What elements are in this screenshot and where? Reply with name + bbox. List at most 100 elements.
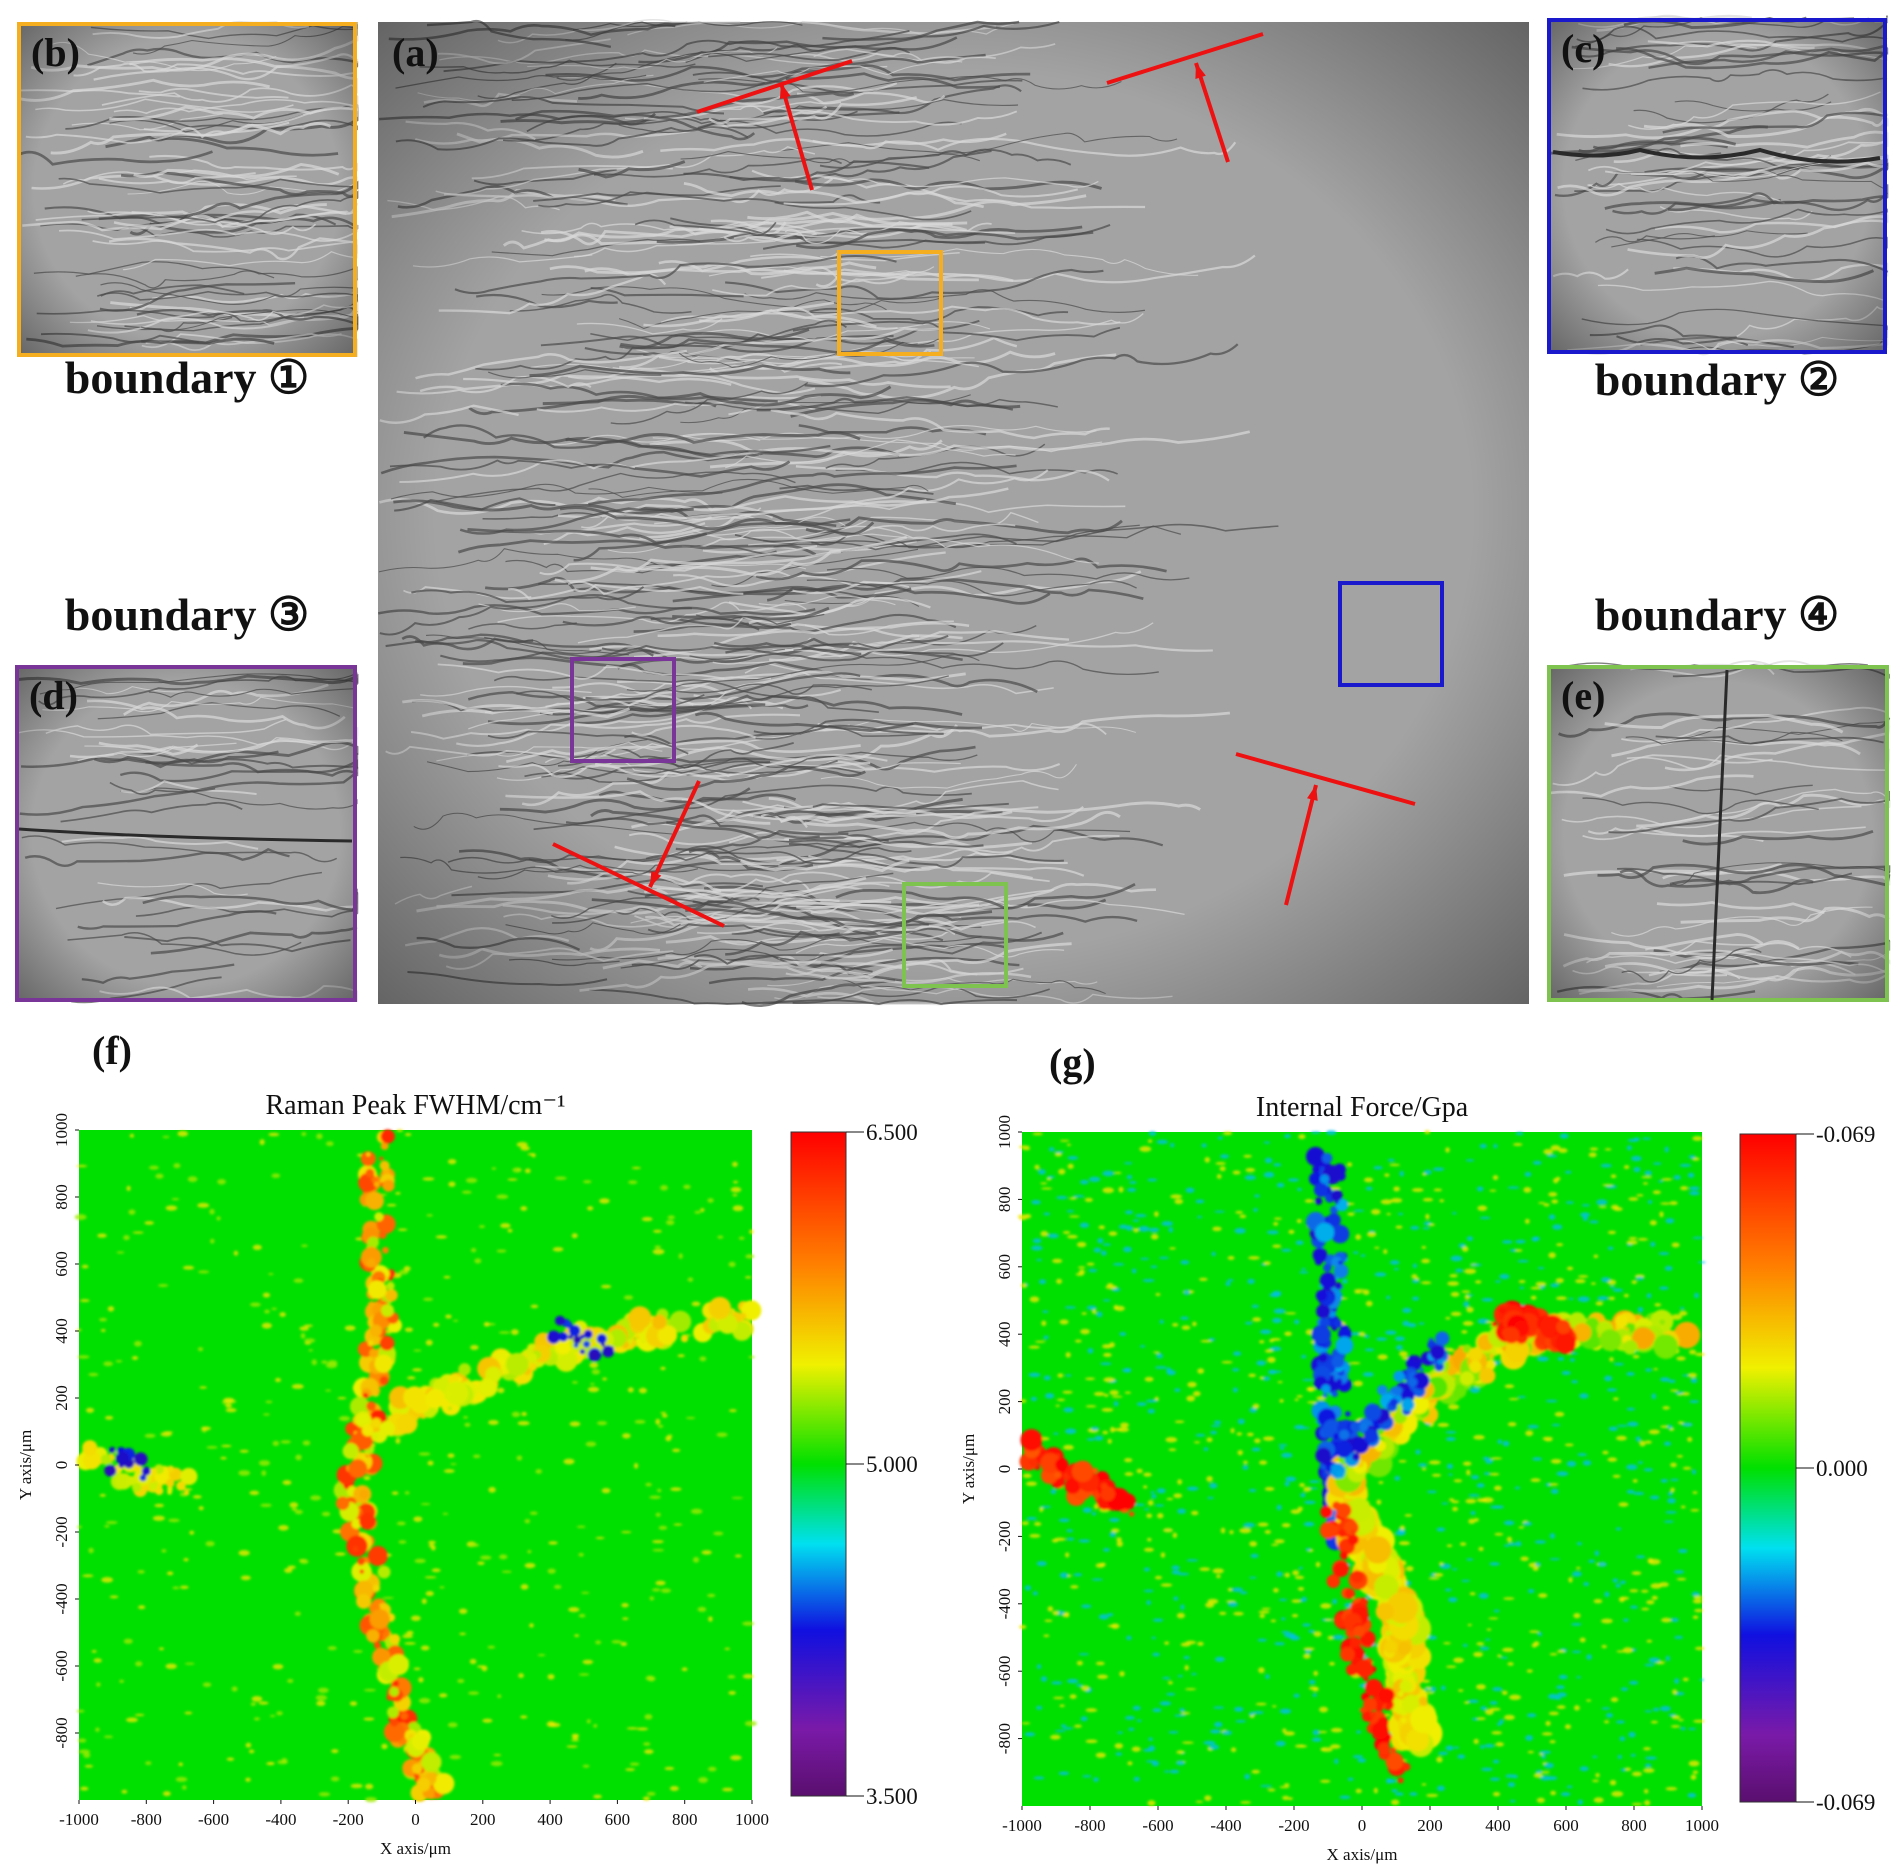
heatmap-cell bbox=[131, 1482, 142, 1493]
heatmap-cell bbox=[1314, 1197, 1323, 1205]
heatmap-cell bbox=[554, 1176, 567, 1180]
heatmap-cell bbox=[418, 1677, 424, 1683]
heatmap-cell bbox=[1169, 1769, 1180, 1774]
heatmap-cell bbox=[1503, 1520, 1515, 1526]
heatmap-cell bbox=[1073, 1573, 1083, 1577]
heatmap-cell bbox=[657, 1424, 664, 1428]
heatmap-cell bbox=[1462, 1643, 1468, 1647]
heatmap-cell bbox=[129, 1133, 135, 1138]
heatmap-cell bbox=[1101, 1250, 1107, 1256]
heatmap-cell bbox=[1095, 1563, 1105, 1568]
heatmap-cell bbox=[1524, 1171, 1532, 1177]
heatmap-cell bbox=[1427, 1490, 1437, 1494]
colorbar bbox=[790, 1131, 847, 1797]
heatmap-cell bbox=[738, 1236, 745, 1240]
heatmap-cell bbox=[1350, 1332, 1362, 1336]
colorbar-tick-label: 5.000 bbox=[866, 1452, 918, 1477]
x-tick-label: 800 bbox=[672, 1810, 698, 1829]
heatmap-cell bbox=[349, 1701, 358, 1706]
heatmap-cell bbox=[1087, 1347, 1094, 1354]
heatmap-cell bbox=[348, 1459, 368, 1479]
arrow-head bbox=[1307, 785, 1318, 801]
heatmap-cell bbox=[1220, 1154, 1229, 1159]
heatmap-cell bbox=[1448, 1404, 1460, 1410]
heatmap-cell bbox=[1360, 1630, 1376, 1647]
heatmap-cell bbox=[238, 1470, 251, 1476]
heatmap-cell bbox=[202, 1682, 212, 1688]
heatmap-cell bbox=[1303, 1653, 1311, 1659]
heatmap-cell bbox=[216, 1216, 221, 1221]
heatmap-cell bbox=[88, 1372, 99, 1377]
heatmap-cell bbox=[78, 1749, 91, 1754]
heatmap-cell bbox=[1489, 1325, 1494, 1328]
heatmap-cell bbox=[1688, 1760, 1700, 1767]
heatmap-cell bbox=[499, 1554, 508, 1560]
heatmap-cell bbox=[1607, 1230, 1616, 1235]
heatmap-cell bbox=[1377, 1354, 1388, 1360]
heatmap-cell bbox=[1148, 1227, 1160, 1233]
heatmap-cell bbox=[447, 1406, 453, 1411]
heatmap-cell bbox=[1053, 1696, 1065, 1700]
heatmap-cell bbox=[1214, 1210, 1226, 1213]
heatmap-cell bbox=[1333, 1263, 1349, 1279]
heatmap-cell bbox=[1067, 1678, 1079, 1684]
heatmap-cell bbox=[1690, 1377, 1698, 1384]
heatmap-cell bbox=[133, 1452, 148, 1466]
heatmap-cell bbox=[547, 1673, 555, 1680]
heatmap-cell bbox=[1608, 1296, 1615, 1301]
heatmap-cell bbox=[1601, 1707, 1611, 1710]
heatmap-cell bbox=[1449, 1274, 1458, 1278]
heatmap-cell bbox=[1156, 1139, 1169, 1145]
heatmap-cell bbox=[1024, 1585, 1032, 1591]
heatmap-cell bbox=[428, 1544, 434, 1548]
heatmap-cell bbox=[1644, 1170, 1652, 1176]
heatmap-cell bbox=[1065, 1374, 1072, 1377]
heatmap-cell bbox=[1107, 1438, 1112, 1444]
heatmap-cell bbox=[1108, 1231, 1118, 1236]
heatmap-cell bbox=[1232, 1368, 1240, 1372]
heatmap-cell bbox=[1385, 1636, 1391, 1642]
heatmap-cell bbox=[1156, 1488, 1166, 1494]
heatmap-cell bbox=[91, 1650, 97, 1653]
heatmap-cell bbox=[488, 1420, 499, 1425]
heatmap-cell bbox=[198, 1506, 204, 1511]
heatmap-cell bbox=[1064, 1478, 1081, 1494]
heatmap-cell bbox=[1620, 1687, 1629, 1692]
heatmap-cell bbox=[82, 1451, 101, 1470]
heatmap-cell bbox=[1558, 1148, 1568, 1154]
heatmap-cell bbox=[1447, 1281, 1460, 1286]
heatmap-cell bbox=[1398, 1460, 1407, 1463]
heatmap-cell bbox=[1281, 1523, 1291, 1528]
region-marker bbox=[837, 250, 943, 356]
x-tick-label: -200 bbox=[333, 1810, 364, 1829]
heatmap-cell bbox=[1627, 1138, 1638, 1143]
heatmap-cell bbox=[1605, 1713, 1613, 1718]
heatmap-cell bbox=[145, 1761, 152, 1766]
heatmap-cell bbox=[665, 1219, 675, 1226]
heatmap-cell bbox=[1315, 1289, 1328, 1302]
heatmap-cell bbox=[1227, 1255, 1235, 1260]
heatmap-cell bbox=[1044, 1619, 1053, 1623]
heatmap-cell bbox=[1142, 1278, 1155, 1283]
heatmap-cell bbox=[1269, 1292, 1281, 1298]
heatmap-cell bbox=[316, 1133, 323, 1140]
heatmap-cell bbox=[175, 1776, 188, 1782]
heatmap-cell bbox=[535, 1469, 542, 1474]
heatmap-cell bbox=[1195, 1433, 1206, 1437]
heatmap-cell bbox=[1571, 1571, 1582, 1577]
heatmap-cell bbox=[144, 1221, 154, 1225]
heatmap-cell bbox=[547, 1568, 556, 1574]
heatmap-cell bbox=[470, 1247, 477, 1253]
heatmap-cell bbox=[1080, 1716, 1088, 1722]
heatmap-cell bbox=[1541, 1754, 1546, 1760]
heatmap-cell bbox=[1687, 1436, 1693, 1442]
heatmap-cell bbox=[1166, 1497, 1174, 1501]
heatmap-cell bbox=[1586, 1654, 1592, 1660]
x-tick-label: 800 bbox=[1621, 1816, 1647, 1835]
heatmap-cell bbox=[421, 1598, 427, 1605]
heatmap-cell bbox=[1441, 1685, 1446, 1691]
heatmap-cell bbox=[1030, 1396, 1037, 1402]
heatmap-cell bbox=[1490, 1505, 1501, 1509]
heatmap-cell bbox=[1489, 1777, 1500, 1781]
heatmap-cell bbox=[1647, 1200, 1653, 1204]
